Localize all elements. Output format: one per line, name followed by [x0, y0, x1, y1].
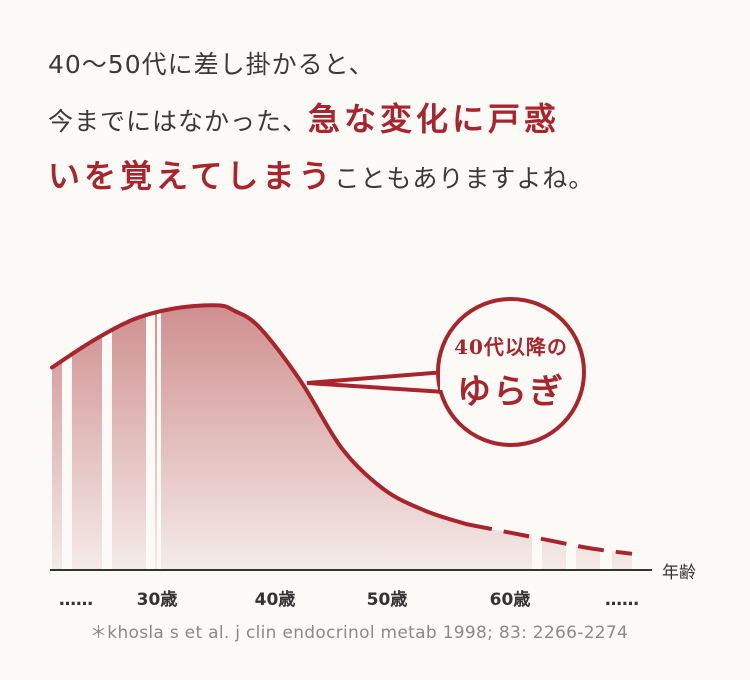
tick-label: 60歳 [490, 589, 531, 610]
tick-label: 30歳 [137, 589, 178, 610]
headline: 40〜50代に差し掛かると、 今までにはなかった、急な変化に戸惑 いを覚えてしま… [48, 40, 728, 206]
x-axis-name: 年齢 [662, 563, 696, 583]
bubble-pointer [306, 369, 447, 395]
citation: ＊khosla s et al. j clin endocrinol metab… [90, 623, 629, 643]
right-stripe [532, 500, 542, 570]
left-stripe [102, 280, 112, 570]
left-stripe [146, 280, 155, 570]
bubble-circle [436, 297, 586, 447]
headline-line-3: いを覚えてしまうこともありますよね。 [48, 149, 728, 206]
annotation-bubble: 40代以降の ゆらぎ [437, 298, 585, 446]
headline-line-3-text: こともありますよね。 [334, 164, 595, 193]
headline-emphasis-2: いを覚えてしまう [48, 157, 335, 195]
bubble-line-1: 40代以降の [454, 335, 568, 359]
area-fill [52, 305, 632, 570]
tick-label: …… [605, 590, 639, 610]
headline-line-2: 今までにはなかった、急な変化に戸惑 [48, 92, 728, 149]
tick-label: 40歳 [255, 589, 296, 610]
right-stripe [566, 500, 576, 570]
bubble-line-2: ゆらぎ [457, 372, 565, 412]
left-stripe [62, 280, 72, 570]
headline-line-1: 40〜50代に差し掛かると、 [48, 50, 375, 79]
series-line [50, 303, 469, 527]
bubble-joint [440, 374, 452, 390]
left-stripe [157, 280, 161, 570]
tick-label: 50歳 [367, 589, 408, 610]
headline-line-2-text: 今までにはなかった、 [48, 107, 309, 136]
series-line-dashed [465, 522, 633, 556]
headline-emphasis-1: 急な変化に戸惑 [308, 100, 561, 138]
tick-label: …… [59, 590, 93, 610]
right-stripe [600, 500, 612, 570]
